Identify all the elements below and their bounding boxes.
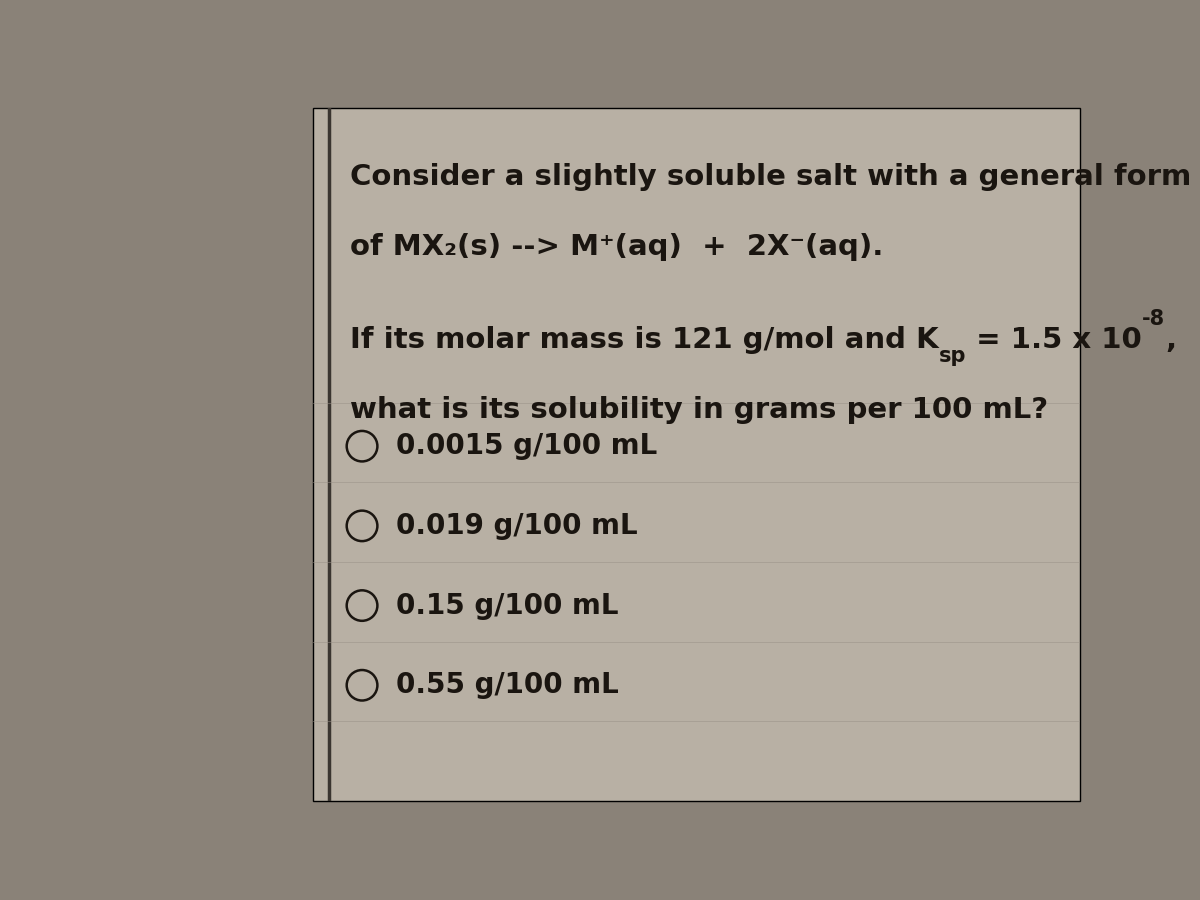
Text: what is its solubility in grams per 100 mL?: what is its solubility in grams per 100 … [350,396,1048,424]
Text: If its molar mass is 121 g/mol and K: If its molar mass is 121 g/mol and K [350,327,938,355]
Text: sp: sp [938,346,966,365]
Text: = 1.5 x 10: = 1.5 x 10 [966,327,1142,355]
Text: Consider a slightly soluble salt with a general form: Consider a slightly soluble salt with a … [350,164,1192,192]
Text: 0.15 g/100 mL: 0.15 g/100 mL [396,591,619,619]
Text: 0.019 g/100 mL: 0.019 g/100 mL [396,512,638,540]
Text: 0.55 g/100 mL: 0.55 g/100 mL [396,671,619,699]
Text: ,: , [1165,327,1176,355]
Text: of MX₂(s) --> M⁺(aq)  +  2X⁻(aq).: of MX₂(s) --> M⁺(aq) + 2X⁻(aq). [350,233,883,261]
FancyBboxPatch shape [313,108,1080,801]
Text: 0.0015 g/100 mL: 0.0015 g/100 mL [396,432,658,460]
Text: -8: -8 [1142,309,1165,329]
